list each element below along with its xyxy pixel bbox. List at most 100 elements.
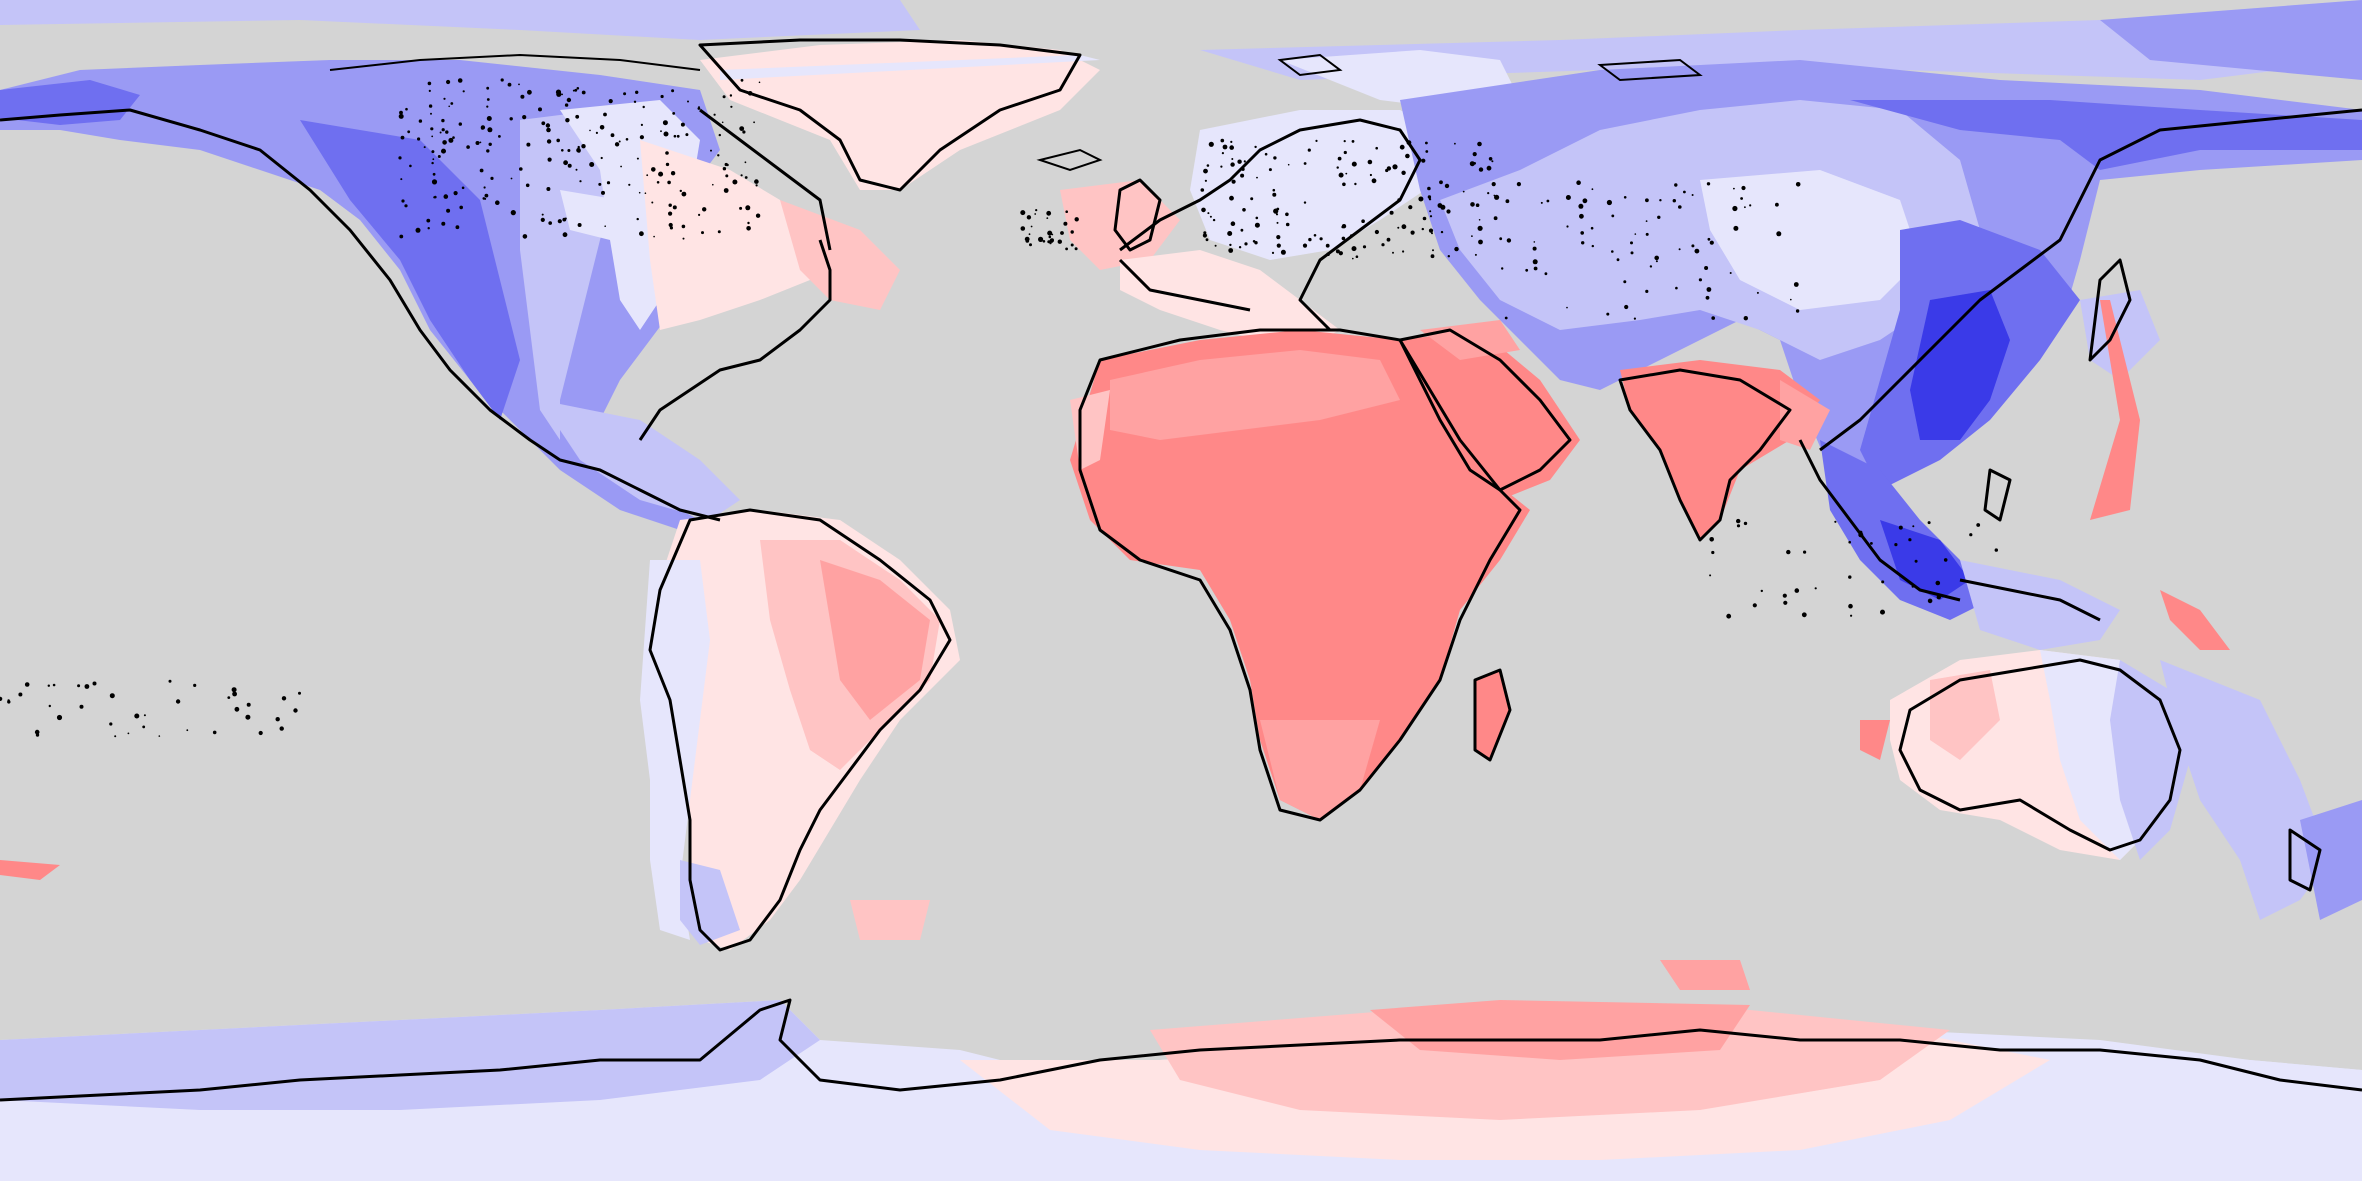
lake-dot	[646, 174, 649, 177]
lake-dot	[1711, 316, 1715, 320]
lake-dot	[1343, 150, 1347, 155]
lake-dot	[1576, 180, 1581, 185]
region-europe	[1060, 50, 1520, 350]
lake-dot	[1707, 237, 1711, 241]
lake-dot	[453, 191, 458, 196]
lake-dot	[730, 105, 733, 108]
lake-dot	[1352, 257, 1354, 260]
lake-dot	[1565, 195, 1571, 200]
lake-dot	[1255, 216, 1259, 220]
lake-dot	[723, 188, 729, 193]
lake-dot	[1578, 203, 1584, 209]
lake-dot	[1440, 230, 1444, 234]
lake-dot	[1354, 182, 1357, 186]
lake-dot	[1491, 160, 1494, 163]
lake-dot	[450, 102, 454, 105]
lake-dot	[1276, 235, 1281, 240]
lake-dot	[1678, 248, 1681, 251]
lake-dot	[1927, 521, 1931, 525]
lake-dot	[475, 141, 480, 145]
lake-dot	[1381, 243, 1385, 247]
lake-dot	[1369, 173, 1372, 177]
lake-dot	[487, 127, 493, 133]
lake-dot	[1338, 172, 1344, 178]
lake-dot	[1454, 246, 1459, 252]
lake-dot	[1319, 237, 1323, 241]
lake-dot	[479, 141, 482, 144]
lake-dot	[579, 180, 582, 183]
lake-dot	[581, 90, 586, 95]
lake-dot	[446, 208, 451, 213]
lake-dot	[1256, 176, 1258, 179]
lake-dot	[1477, 141, 1482, 147]
lake-dot	[1051, 233, 1054, 236]
lake-dot	[1272, 188, 1276, 192]
lake-dot	[458, 122, 462, 126]
region-australia	[1890, 650, 2362, 920]
lake-dot	[1752, 603, 1757, 608]
lake-dot	[1834, 520, 1837, 523]
lake-dot	[56, 714, 63, 721]
region-asia	[1400, 60, 2362, 650]
lake-dot	[1540, 201, 1543, 204]
lake-dot	[1405, 153, 1410, 159]
lake-dot	[1493, 194, 1496, 197]
region-africa	[1070, 330, 1530, 820]
lake-dot	[1232, 175, 1235, 177]
lake-dot	[417, 137, 421, 141]
lake-dot	[1801, 612, 1807, 618]
lake-dot	[1337, 156, 1342, 161]
lake-dot	[520, 94, 525, 99]
lake-dot	[448, 137, 454, 143]
region-india	[1620, 360, 1830, 540]
lake-dot	[423, 146, 426, 149]
lake-dot	[1351, 140, 1355, 143]
lake-dot	[1429, 210, 1432, 213]
lake-dot	[193, 683, 197, 688]
lake-dot	[1240, 173, 1245, 178]
lake-dot	[658, 171, 664, 177]
lake-dot	[457, 78, 463, 83]
lake-dot	[1025, 239, 1030, 243]
lake-dot	[1361, 219, 1365, 223]
lake-dot	[522, 115, 527, 120]
lake-dot	[48, 704, 51, 708]
lake-dot	[1351, 246, 1357, 252]
lakes-and-islands	[0, 78, 1999, 738]
lake-dot	[680, 122, 685, 127]
lake-dot	[127, 732, 130, 735]
lake-dot	[109, 693, 115, 699]
lake-dot	[599, 125, 605, 130]
lake-dot	[1908, 538, 1912, 542]
lake-dot	[1230, 221, 1236, 226]
lake-dot	[1273, 156, 1277, 160]
lake-dot	[577, 145, 580, 149]
lake-dot	[740, 78, 744, 82]
region-south-america	[640, 510, 960, 950]
lake-dot	[1706, 182, 1711, 186]
lake-dot	[462, 90, 465, 93]
lake-dot	[1623, 280, 1627, 284]
lake-dot	[482, 197, 486, 200]
lake-dot	[1478, 219, 1481, 221]
lake-dot	[670, 171, 676, 176]
lake-dot	[1691, 244, 1695, 248]
lake-dot	[1590, 226, 1594, 230]
lake-dot	[114, 735, 117, 738]
lake-dot	[1749, 204, 1752, 207]
lake-dot	[1501, 267, 1504, 270]
lake-dot	[1421, 158, 1426, 163]
lake-dot	[212, 730, 217, 735]
lake-dot	[1726, 613, 1732, 619]
lake-dot	[636, 217, 639, 221]
lake-dot	[1060, 231, 1064, 235]
lake-dot	[1241, 167, 1245, 171]
lake-dot	[1533, 241, 1536, 243]
lake-dot	[673, 134, 677, 138]
lake-dot	[1276, 207, 1280, 211]
lake-dot	[1046, 217, 1049, 220]
lake-dot	[431, 179, 438, 185]
lake-dot	[651, 201, 654, 204]
lake-dot	[540, 217, 545, 222]
lake-dot	[1302, 243, 1308, 248]
